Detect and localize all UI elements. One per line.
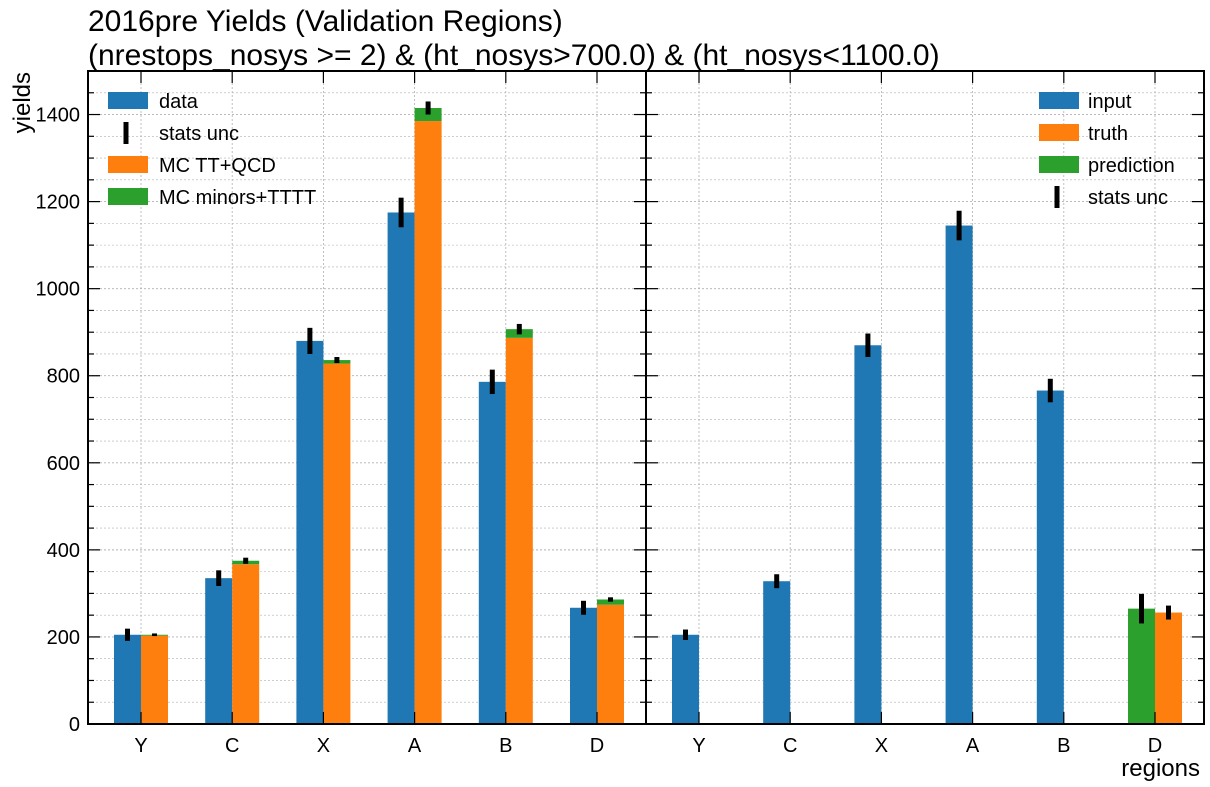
legend-swatch xyxy=(108,92,148,109)
legend-label: stats unc xyxy=(159,123,239,145)
bar-data-B xyxy=(478,381,506,724)
legend-swatch xyxy=(108,156,148,173)
bar-input-Y xyxy=(672,634,699,724)
bar-data-C xyxy=(205,578,233,724)
legend-label: prediction xyxy=(1088,155,1175,177)
x-tick-label-D: D xyxy=(590,735,604,757)
bar-truth-D xyxy=(1155,612,1182,724)
legend-label: truth xyxy=(1088,123,1128,145)
bar-mc-tt-qcd-A xyxy=(414,121,442,724)
x-tick-label-Y: Y xyxy=(134,735,147,757)
y-tick-label: 200 xyxy=(47,627,80,649)
bar-mc-tt-qcd-X xyxy=(323,363,351,724)
y-tick-label: 600 xyxy=(47,453,80,475)
y-tick-label: 1000 xyxy=(36,279,81,301)
y-tick-label: 0 xyxy=(69,714,80,736)
bar-data-A xyxy=(387,212,415,724)
x-axis-label: regions xyxy=(1121,755,1200,782)
legend-label: MC minors+TTTT xyxy=(159,187,316,209)
x-tick-label-A: A xyxy=(408,735,422,757)
bar-prediction-D xyxy=(1128,608,1155,724)
bar-mc-tt-qcd-D xyxy=(597,604,624,724)
x-tick-label-C: C xyxy=(783,735,797,757)
bar-mc-minors-tttt-D xyxy=(597,599,624,605)
x-tick-label-A: A xyxy=(966,735,980,757)
x-tick-label-X: X xyxy=(317,735,330,757)
legend-swatch xyxy=(1039,156,1079,173)
legend-label: MC TT+QCD xyxy=(159,155,276,177)
x-tick-label-B: B xyxy=(499,735,512,757)
y-tick-label: 1400 xyxy=(36,105,81,127)
bar-data-D xyxy=(570,607,597,724)
y-tick-label: 800 xyxy=(47,366,80,388)
y-axis-label: yields xyxy=(9,72,36,133)
legend-label: stats unc xyxy=(1088,187,1168,209)
x-tick-label-B: B xyxy=(1057,735,1070,757)
chart-title-line2: (nrestops_nosys >= 2) & (ht_nosys>700.0)… xyxy=(88,39,940,72)
x-tick-label-X: X xyxy=(875,735,888,757)
legend-swatch xyxy=(1039,124,1079,141)
bar-data-Y xyxy=(114,634,141,724)
legend-label: input xyxy=(1088,91,1132,113)
legend-2: input truth prediction stats unc xyxy=(1039,91,1175,209)
bar-mc-tt-qcd-Y xyxy=(141,635,168,724)
y-tick-label: 1200 xyxy=(36,192,81,214)
x-tick-label-D: D xyxy=(1148,735,1162,757)
bar-data-X xyxy=(296,340,324,724)
bar-input-A xyxy=(945,225,973,724)
bar-input-X xyxy=(854,345,882,724)
legend-1: data stats unc MC TT+QCD MC minors+TTTT xyxy=(108,91,316,209)
legend-swatch xyxy=(1039,92,1079,109)
bar-mc-tt-qcd-B xyxy=(505,337,533,724)
x-tick-label-Y: Y xyxy=(692,735,705,757)
x-tick-label-C: C xyxy=(225,735,239,757)
y-tick-label: 400 xyxy=(47,540,80,562)
chart-title-line1: 2016pre Yields (Validation Regions) xyxy=(88,5,563,38)
bar-input-C xyxy=(763,581,791,724)
legend-label: data xyxy=(159,91,199,113)
bar-input-B xyxy=(1036,390,1064,724)
bar-mc-tt-qcd-C xyxy=(232,564,260,724)
legend-swatch xyxy=(108,188,148,205)
